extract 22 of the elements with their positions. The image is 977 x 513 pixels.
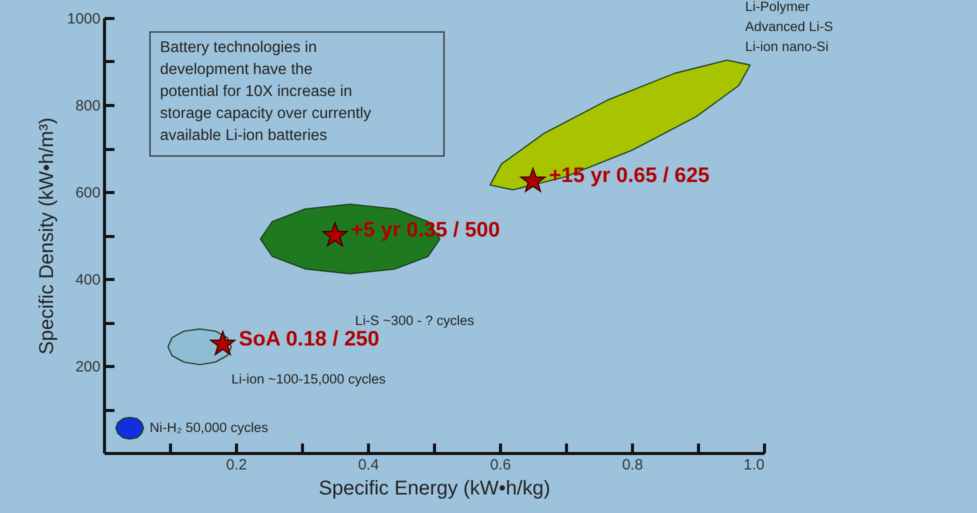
annotation: Battery technologies in development have the potential for 10X increase in storage capacity over currently available Li-ion batteries bbox=[160, 39, 372, 144]
point bbox=[210, 330, 236, 356]
y-tick-label: 800 bbox=[75, 98, 100, 114]
text: Li-S ~300 - ? cycles bbox=[355, 312, 474, 328]
point bbox=[322, 222, 348, 246]
x-tick-label: 0.8 bbox=[622, 456, 643, 474]
point bbox=[520, 168, 546, 192]
x-tick-label: 0.2 bbox=[226, 456, 247, 474]
series-label: Ni-H₂ 50,000 cycles bbox=[150, 420, 268, 436]
x-axis-title: Specific Energy (kW•h/kg) bbox=[318, 478, 550, 500]
y-tick-label: 600 bbox=[75, 184, 100, 202]
x-tick-label: 1.0 bbox=[744, 456, 764, 474]
x-tick-label: 0.4 bbox=[358, 456, 379, 474]
series-label: Li-Polymer Advanced Li-S Li-ion nano-Si bbox=[745, 0, 833, 54]
y-tick-label: 200 bbox=[75, 358, 100, 376]
data-label: +15 yr 0.65 / 625 bbox=[549, 164, 710, 188]
x-tick-label: 0.6 bbox=[490, 456, 511, 474]
data-label: SoA 0.18 / 250 bbox=[238, 327, 380, 350]
series-label: Li-ion ~100-15,000 cycles bbox=[231, 372, 386, 387]
y-tick-label: 1000 bbox=[67, 10, 100, 28]
y-axis-title: Specific Density (kW•h/m³) bbox=[36, 117, 58, 355]
y-tick-label: 400 bbox=[75, 272, 100, 288]
